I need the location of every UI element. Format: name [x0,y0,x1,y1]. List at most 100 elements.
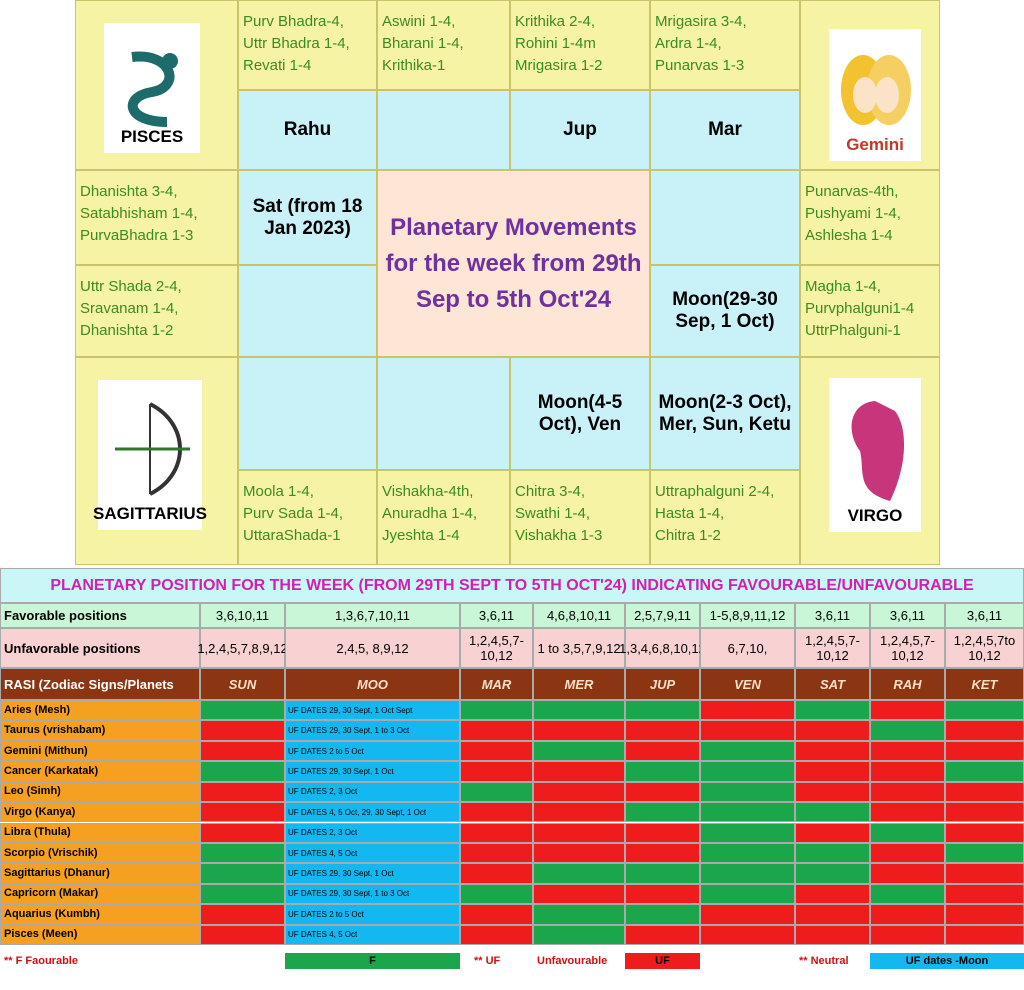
nakshatra-box: Vishakha-4th, Anuradha 1-4, Jyeshta 1-4 [377,470,510,565]
status-cell [460,863,533,884]
status-cell [870,700,945,721]
status-cell [200,781,285,803]
status-cell [625,761,700,782]
status-cell [200,802,285,823]
sagittarius-image: SAGITTARIUS [93,380,207,530]
status-cell [625,740,700,762]
column-header: JUP [625,668,700,700]
legend-item: F [285,953,460,969]
planet-text: Moon(29-30 Sep, 1 Oct) [672,289,778,332]
status-cell [625,883,700,905]
favorable-cell: 1-5,8,9,11,12 [700,603,795,628]
pisces-icon [127,51,178,127]
status-cell [870,802,945,823]
status-cell [625,720,700,741]
legend-item: UF [625,953,700,969]
nakshatra-line: Revati 1-4 [243,57,312,74]
status-cell [460,842,533,864]
status-cell [870,720,945,741]
nakshatra-line: Hasta 1-4, [655,505,725,522]
status-cell [945,822,1024,843]
status-cell [533,802,625,823]
moon-cell: UF DATES 4, 5 Oct [285,924,460,945]
status-cell [533,781,625,803]
status-cell [700,802,795,823]
rasi-label: Capricorn (Makar) [0,883,200,905]
status-cell [870,740,945,762]
status-cell [795,924,870,945]
rasi-label: Cancer (Karkatak) [0,761,200,782]
nakshatra-line: Uttr Shada 2-4, [80,278,182,295]
nakshatra-line: Punarvas-4th, [805,183,899,200]
planet-box [238,357,377,470]
nakshatra-line: PurvaBhadra 1-3 [80,227,194,244]
status-cell [625,924,700,945]
status-cell [795,720,870,741]
nakshatra-box: Dhanishta 3-4, Satabhisham 1-4, PurvaBhadr… [75,170,238,265]
status-cell [625,781,700,803]
nakshatra-line: Anuradha 1-4, [382,505,478,522]
status-cell [870,904,945,925]
status-cell [533,761,625,782]
moon-cell: UF DATES 29, 30 Sept, 1 to 3 Oct [285,883,460,905]
rasi-label: Virgo (Kanya) [0,802,200,823]
column-header: SUN [200,668,285,700]
status-cell [795,863,870,884]
status-cell [460,802,533,823]
nakshatra-box: Chitra 3-4, Swathi 1-4, Vishakha 1-3 [510,470,650,565]
status-cell [460,761,533,782]
status-cell [700,700,795,721]
status-cell [200,924,285,945]
legend-item: ** UF [470,953,530,969]
status-cell [795,822,870,843]
status-cell [945,863,1024,884]
status-cell [533,740,625,762]
unfavorable-cell: 2,4,5, 8,9,12 [285,628,460,668]
status-cell [870,883,945,905]
planet-box [650,170,800,265]
status-cell [870,761,945,782]
planet-box [377,90,510,170]
status-cell [625,802,700,823]
sign-label: SAGITTARIUS [93,504,207,523]
status-cell [945,842,1024,864]
status-cell [700,740,795,762]
status-cell [700,883,795,905]
nakshatra-line: Jyeshta 1-4 [382,527,460,544]
sagittarius-box: SAGITTARIUS [75,357,238,565]
planet-box: Moon(2-3 Oct), Mer, Sun, Ketu [650,357,800,470]
moon-cell: UF DATES 29, 30 Sept, 1 Oct Sept [285,700,460,721]
planet-box [238,265,377,357]
nakshatra-line: Krithika-1 [382,57,446,74]
status-cell [795,883,870,905]
nakshatra-line: Uttraphalguni 2-4, [655,483,775,500]
unfavorable-label: Unfavorable positions [0,628,200,668]
favorable-cell: 2,5,7,9,11 [625,603,700,628]
rasi-label: Sagittarius (Dhanur) [0,863,200,884]
status-cell [870,842,945,864]
nakshatra-line: Chitra 1-2 [655,527,721,544]
status-cell [795,700,870,721]
status-cell [795,761,870,782]
nakshatra-line: Uttr Bhadra 1-4, [243,35,350,52]
nakshatra-line: Vishakha 1-3 [515,527,603,544]
favorable-cell: 1,3,6,7,10,11 [285,603,460,628]
status-cell [870,863,945,884]
favorable-cell: 3,6,11 [870,603,945,628]
nakshatra-line: Krithika 2-4, [515,13,596,30]
nakshatra-line: UttrPhalguni-1 [805,322,901,339]
legend-item: ** F Faourable [0,953,200,969]
column-header: MER [533,668,625,700]
status-cell [700,904,795,925]
planet-text: Jup [563,119,597,140]
status-cell [870,781,945,803]
virgo-icon [851,401,905,501]
status-cell [460,822,533,843]
favorable-cell: 3,6,10,11 [200,603,285,628]
planet-box: Mar [650,90,800,170]
status-cell [200,822,285,843]
nakshatra-box: Uttraphalguni 2-4, Hasta 1-4, Chitra 1-2 [650,470,800,565]
status-cell [795,740,870,762]
status-cell [460,700,533,721]
status-cell [625,822,700,843]
